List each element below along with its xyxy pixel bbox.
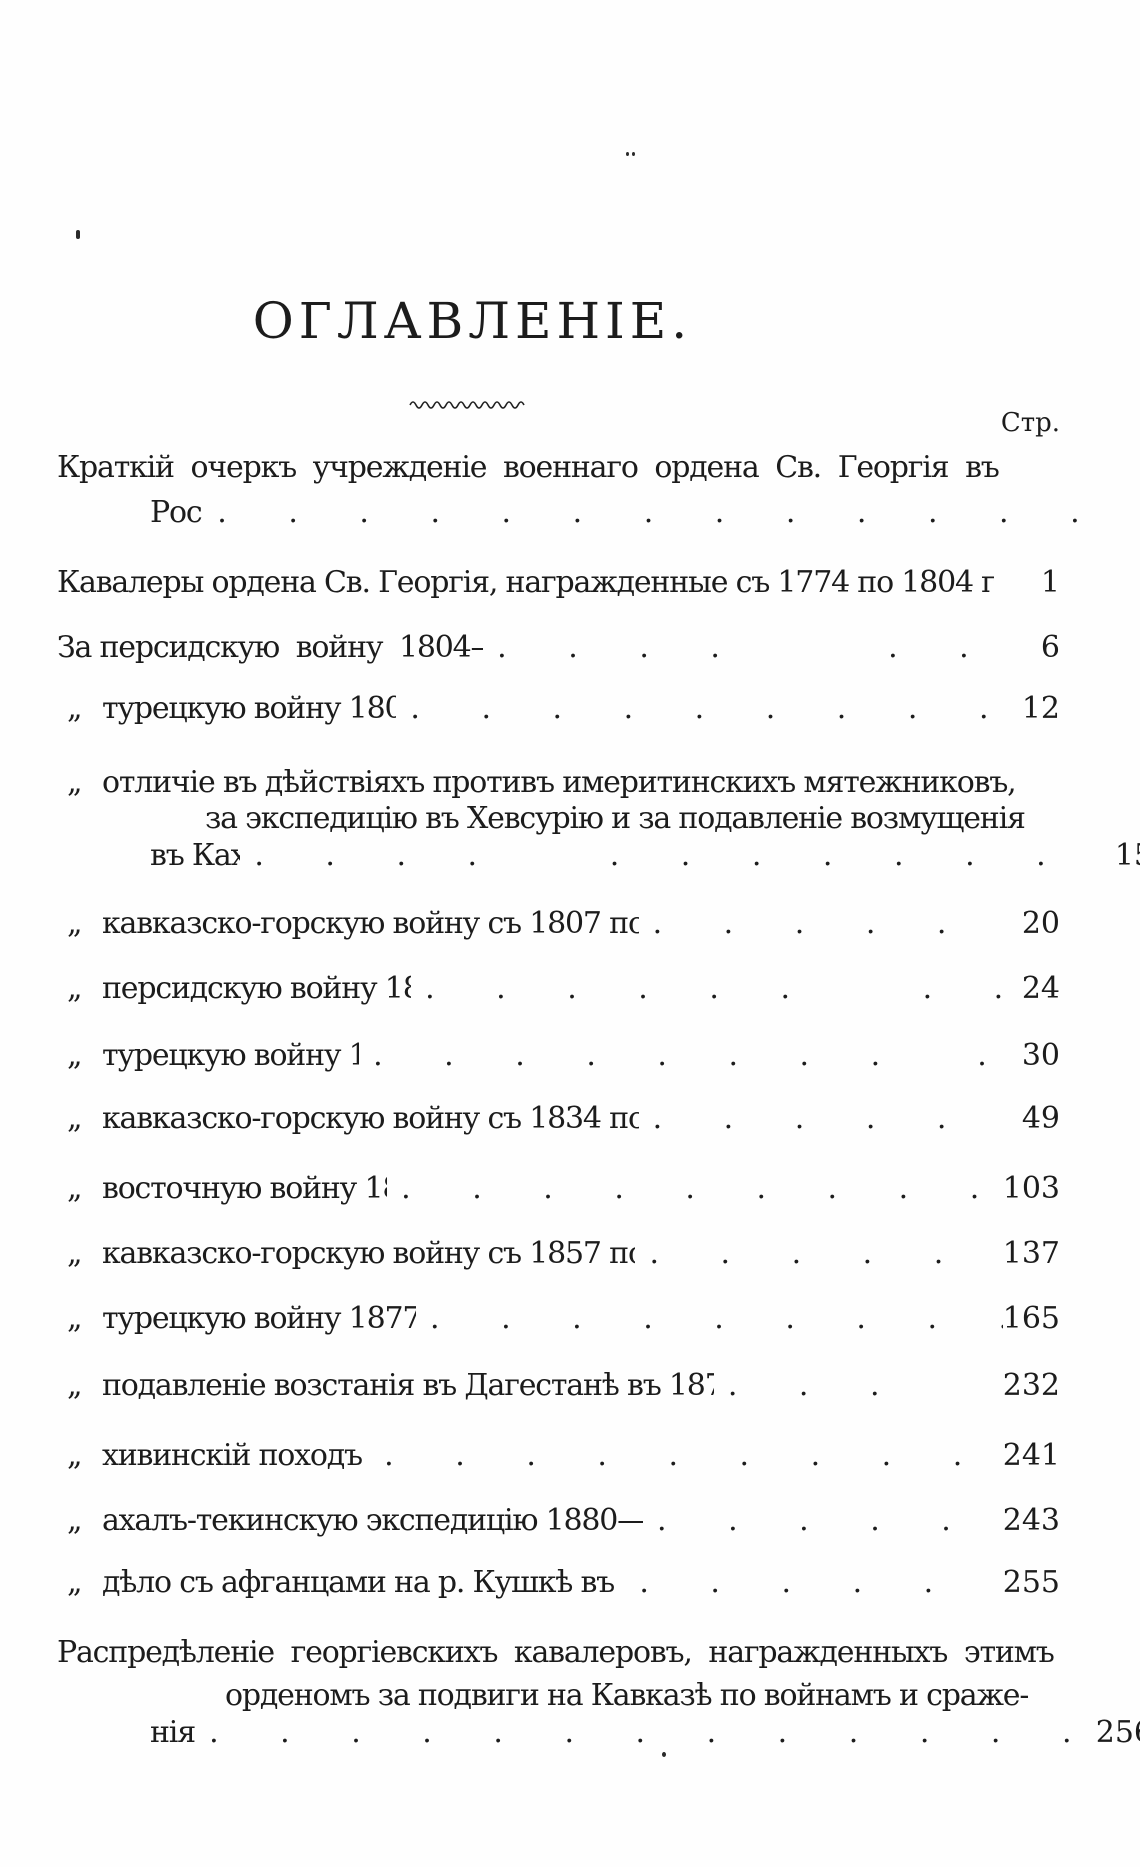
dot-leader: . . . . . . . — [657, 1503, 977, 1538]
entry-text: въ Кахетіи — [150, 838, 241, 873]
dot-leader: . . . . . . . — [652, 1101, 1008, 1136]
entry-text: Краткій очеркъ учрежденіе военнаго орден… — [57, 450, 999, 485]
dot-leader: . . . . . . . — [649, 1236, 970, 1271]
ditto-mark: „ — [67, 906, 83, 941]
page-number: I — [1101, 492, 1140, 534]
entry-text: ніямъ — [150, 1715, 195, 1750]
ditto-mark: „ — [67, 1438, 83, 1473]
ditto-mark: „ — [67, 1236, 83, 1271]
toc-entry-line: Россіи . . . . . . . . . . . . . . . . .… — [57, 492, 1140, 534]
ditto-mark: „ — [67, 1503, 83, 1538]
toc-entry-line: „ турецкую войну 1806—1811 г.г. . . . . … — [57, 688, 1060, 730]
dot-leader: . . . . . . — [639, 1565, 960, 1600]
dot-leader: . . . . . . . . . . . . . . — [430, 1301, 1003, 1336]
toc-entry-line: „ хивинскій походъ 1873 года . . . . . .… — [57, 1435, 1060, 1477]
entry-text: кавказско-горскую войну съ 1807 по 1826 … — [102, 906, 639, 941]
toc-entry-line: „ персидскую войну 1826—1828 г.г. . . . … — [57, 968, 1060, 1010]
entry-text: Кавалеры ордена Св. Георгія, награжденны… — [57, 565, 994, 600]
ditto-mark: „ — [67, 1301, 83, 1336]
ditto-mark: „ — [67, 691, 83, 726]
entry-text: турецкую войну 1806—1811 г.г. — [102, 691, 397, 726]
page-number: 243 — [1002, 1503, 1060, 1538]
page-number: 255 — [1002, 1565, 1060, 1600]
page-number: 24 — [1021, 971, 1060, 1006]
page-number: 165 — [1002, 1301, 1060, 1336]
ditto-mark: „ — [67, 971, 83, 1006]
toc-entry-line: орденомъ за подвиги на Кавказѣ по войнам… — [57, 1675, 1140, 1717]
page-title-wrap: ОГЛАВЛЕНІЕ. — [0, 296, 945, 346]
toc-entry-line: „ восточную войну 1853—1856 г.г. . . . .… — [57, 1168, 1060, 1210]
scan-speck — [626, 152, 629, 156]
entry-text: персидскую войну 1826—1828 г.г. — [102, 971, 411, 1006]
toc-entry-line: „ ахалъ-текинскую экспедицію 1880—1881 г… — [57, 1500, 1060, 1542]
toc-entry-line: за экспедицію въ Хевсурію и за подавлені… — [57, 798, 1140, 840]
ditto-mark: „ — [67, 1171, 83, 1206]
dot-leader: . . . . . . . . . . . . . . . . . . . . … — [217, 495, 1079, 530]
toc-entry-line: „ подавленіе возстанія въ Дагестанѣ въ 1… — [57, 1365, 1060, 1407]
entry-text: восточную войну 1853—1856 г.г. — [102, 1171, 387, 1206]
page-title: ОГЛАВЛЕНІЕ. — [252, 292, 693, 350]
dot-leader: . . . . . . . . . . . . . . . . . . . . … — [209, 1715, 1096, 1750]
toc-entry-line: За персидскую войну 1804—1813 г.г. , . .… — [57, 627, 1060, 669]
page-number: 49 — [1021, 1101, 1060, 1136]
entry-text: Россіи — [150, 495, 203, 530]
page-number: 6 — [1040, 630, 1060, 665]
toc-entry-line: „ кавказско-горскую войну съ 1834 по 185… — [57, 1098, 1060, 1140]
page-number: 20 — [1021, 906, 1060, 941]
entry-text: турецкую войну 1877—1878 годовъ — [102, 1301, 416, 1336]
entry-text: За персидскую войну 1804—1813 г.г. , — [57, 630, 483, 665]
scan-speck — [662, 1752, 666, 1757]
dot-leader: . . . . . . . . . . . . . . — [410, 691, 988, 726]
dot-leader: . . . . . . . . . . . . , . . — [373, 1038, 987, 1073]
entry-text: отличіе въ дѣйствіяхъ противъ имеритинск… — [102, 765, 1016, 800]
page-number: 12 — [1021, 691, 1060, 726]
toc-entry-line: „ кавказско-горскую войну съ 1857 по 186… — [57, 1233, 1060, 1275]
page-number: 1 — [1040, 565, 1060, 600]
squiggle-ornament — [408, 396, 528, 410]
entry-text: кавказско-горскую войну съ 1857 по 1864 … — [102, 1236, 635, 1271]
dot-leader: . . . . . . . . . . . . . . . — [384, 1438, 989, 1473]
page-number: 103 — [1002, 1171, 1060, 1206]
toc-entry-line: Кавалеры ордена Св. Георгія, награжденны… — [57, 562, 1060, 604]
toc-entry-line: „ турецкую войну 1877—1878 годовъ . . . … — [57, 1298, 1060, 1340]
ditto-mark: „ — [67, 1565, 83, 1600]
page-number: 232 — [1002, 1368, 1060, 1403]
dot-leader: . . . . . . . — [652, 906, 1008, 941]
ditto-mark: „ — [67, 765, 83, 800]
toc-entry-line: Краткій очеркъ учрежденіе военнаго орден… — [57, 447, 1060, 489]
page-number: 256 — [1095, 1715, 1140, 1750]
page-column-header: Стр. — [1000, 408, 1060, 438]
dot-leader: . . . . . . . . . . . . . . . — [401, 1171, 1003, 1206]
page-number: 30 — [1021, 1038, 1060, 1073]
toc-entry-line: „ дѣло съ афганцами на р. Кушкѣ въ 1885 … — [57, 1562, 1060, 1604]
ditto-mark: „ — [67, 1368, 83, 1403]
page-number: 15 — [1114, 838, 1140, 873]
ditto-mark: „ — [67, 1038, 83, 1073]
page-number: 241 — [1002, 1438, 1060, 1473]
toc-entry-line: „ отличіе въ дѣйствіяхъ противъ имеритин… — [57, 762, 1060, 804]
toc-entry-line: „ турецкую войну 1828 1829 г.г. . . . . … — [57, 1035, 1060, 1077]
entry-text: дѣло съ афганцами на р. Кушкѣ въ 1885 го… — [102, 1565, 625, 1600]
dot-leader: . . . . . . . . . . . . . . . . . . . . — [254, 838, 1072, 873]
entry-text: подавленіе возстанія въ Дагестанѣ въ 187… — [102, 1368, 714, 1403]
toc-entry-line: „ кавказско-горскую войну съ 1807 по 182… — [57, 903, 1060, 945]
entry-text: турецкую войну 1828 1829 г.г. — [102, 1038, 360, 1073]
entry-text: Распредѣленіе георгіевскихъ кавалеровъ, … — [57, 1635, 1054, 1670]
entry-text: кавказско-горскую войну съ 1834 по 1853 … — [102, 1101, 639, 1136]
scan-speck — [76, 230, 80, 239]
page-number: 137 — [1002, 1236, 1060, 1271]
ditto-mark: „ — [67, 1101, 83, 1136]
dot-leader: . . . . — [727, 1368, 906, 1403]
toc-entry-line: въ Кахетіи . . . . . . . . . . . . . . .… — [57, 835, 1140, 877]
entry-text: за экспедицію въ Хевсурію и за подавлені… — [205, 801, 1025, 836]
entry-text: хивинскій походъ 1873 года . . — [102, 1438, 363, 1473]
entry-text: ахалъ-текинскую экспедицію 1880—1881 год… — [102, 1503, 643, 1538]
dot-leader: . . . . . . . . . — [497, 630, 995, 665]
entry-text: орденомъ за подвиги на Кавказѣ по войнам… — [225, 1678, 1029, 1713]
toc-entry-line: ніямъ . . . . . . . . . . . . . . . . . … — [57, 1712, 1140, 1754]
dot-leader: . . . . . . . . . . . . . — [425, 971, 1003, 1006]
toc-entry-line: Распредѣленіе георгіевскихъ кавалеровъ, … — [57, 1632, 1060, 1674]
